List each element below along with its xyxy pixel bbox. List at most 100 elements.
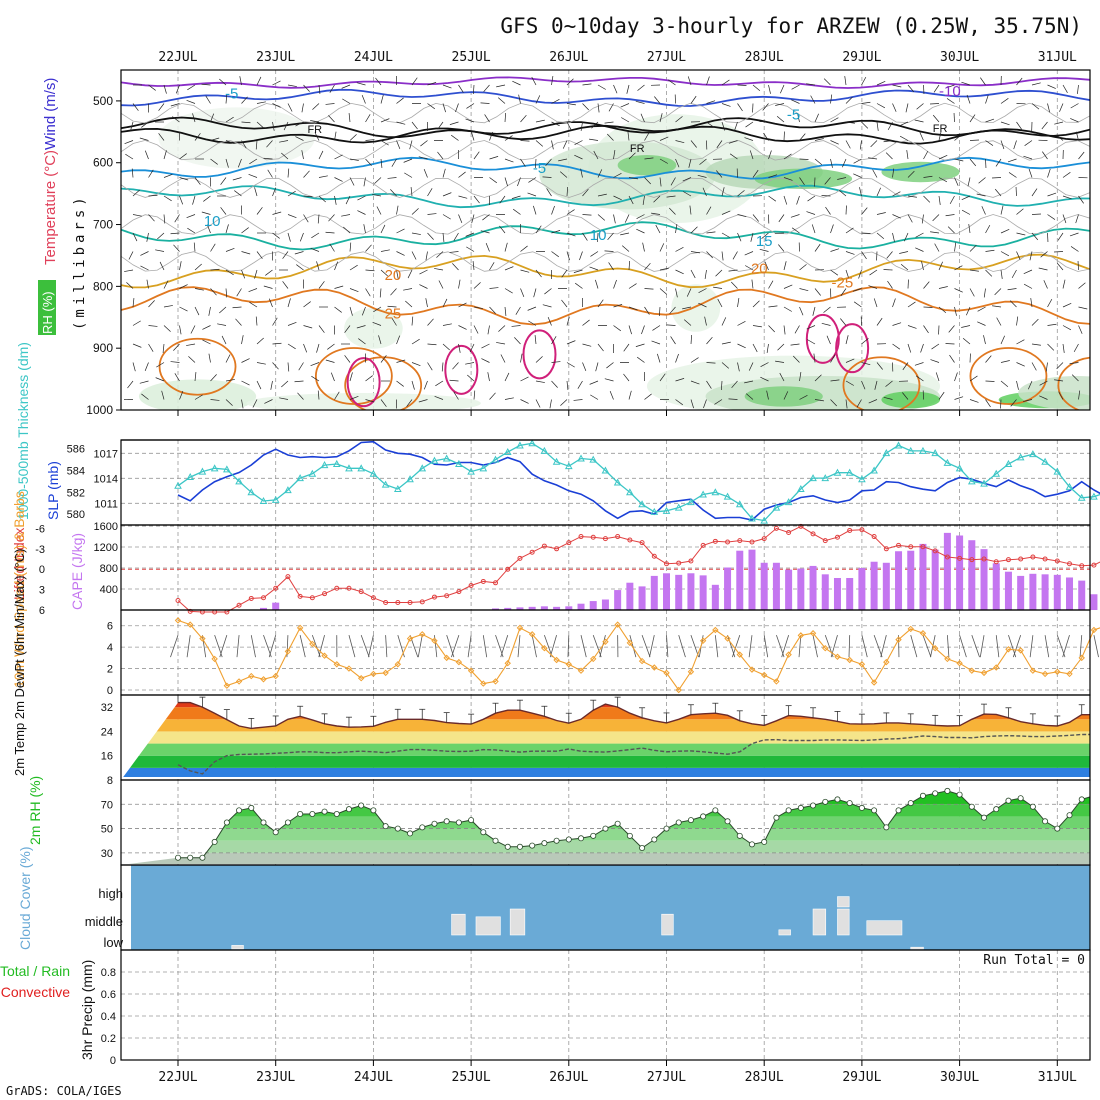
wind-barb [481, 358, 490, 363]
wind-barb [303, 343, 308, 353]
wind-barb [163, 173, 173, 178]
wind-barb [613, 195, 622, 201]
wind-barb [225, 399, 233, 406]
wind-barb [675, 353, 679, 363]
wind-barb [146, 232, 149, 242]
wind-speed-point [309, 640, 316, 648]
wind-barb [210, 399, 220, 401]
isotherm-line [121, 253, 1090, 289]
wind-barb [458, 214, 463, 223]
cape-bar [638, 586, 646, 610]
rh-point [541, 840, 548, 847]
rh-label: RH (%) [40, 291, 55, 334]
wind-barb [301, 150, 304, 160]
wind-barb [1016, 380, 1019, 390]
x-tick-top: 23JUL [256, 50, 295, 65]
cape-bar [895, 551, 903, 610]
wind-barb [192, 113, 196, 123]
wind-barb [899, 251, 909, 254]
wind-speed-point [712, 626, 719, 634]
wind-barb [314, 132, 320, 141]
wind-barb [390, 189, 397, 197]
wind-barb [791, 99, 800, 104]
wind-barb [187, 227, 196, 234]
wind-barb [520, 399, 529, 404]
x-tick-top: 31JUL [1038, 50, 1077, 65]
wind-barb [597, 232, 599, 243]
precip-legend-convective: Convective [1, 984, 70, 1000]
wind-barb [349, 242, 352, 252]
wind-barb [272, 211, 282, 215]
wind-barb [892, 343, 901, 350]
wind-barb [566, 232, 576, 237]
wind-barb-10m [451, 635, 460, 658]
rh-point [590, 832, 597, 839]
wind-barb [1077, 84, 1079, 94]
wind-barb [715, 269, 723, 277]
y-tick-cape: 400 [100, 584, 118, 596]
wind-barb [994, 188, 1002, 197]
contour-label: FR [307, 124, 322, 136]
wind-barb [799, 264, 807, 271]
li-point [456, 589, 462, 595]
rh-point [858, 804, 865, 811]
wind-barb [659, 177, 662, 187]
wind-speed-point [944, 655, 951, 663]
wind-barb [597, 299, 604, 308]
wind-barb [675, 116, 683, 123]
wind-barb [295, 121, 304, 127]
wind-barb [683, 319, 692, 326]
rh-panel [121, 787, 1090, 864]
wind-speed-point [553, 656, 560, 664]
cloud-bar [837, 908, 850, 936]
wind-barb [1031, 188, 1038, 197]
wind-barb [187, 84, 196, 91]
wind-barb [241, 358, 250, 363]
wind-barb [458, 279, 461, 289]
wind-barb [887, 121, 893, 131]
x-tick-bottom: 30JUL [940, 1070, 979, 1085]
wind-barb [1054, 379, 1064, 382]
wind-barb [933, 84, 940, 93]
contour-label: 10 [590, 227, 607, 244]
wind-barb [163, 84, 167, 94]
temp-band [121, 767, 1090, 777]
wind-barb [131, 168, 134, 178]
thickness-point [748, 514, 756, 522]
x-tick-bottom: 28JUL [745, 1070, 784, 1085]
rh-point [578, 835, 585, 842]
wind-barb [644, 262, 651, 271]
wind-barb [791, 227, 800, 234]
wind-barb [830, 94, 833, 104]
li-point [1091, 562, 1097, 568]
wind-barb [471, 214, 475, 224]
y-tick-slp: 1011 [94, 498, 118, 510]
wind-barb [1040, 251, 1048, 258]
wind-barb [483, 84, 490, 93]
rh-point [944, 787, 951, 794]
cape-bar [1041, 574, 1049, 610]
wind-barb [1078, 306, 1088, 310]
cape-bar [601, 599, 609, 610]
li-point [749, 539, 755, 545]
wind-barb [481, 343, 490, 349]
wind-barb [272, 232, 280, 239]
cape-bar [846, 577, 854, 610]
wind-barb [675, 224, 678, 234]
wind-barb [170, 103, 180, 107]
wind-barb [790, 343, 800, 346]
wind-barb [811, 224, 816, 234]
contour-label: 20 [751, 260, 768, 277]
rh-point [455, 819, 462, 826]
wind-barb [995, 158, 1002, 167]
wind-barb [186, 99, 196, 104]
wind-barb [749, 150, 754, 160]
wind-barb [806, 211, 816, 215]
wind-barb [256, 380, 262, 390]
wind-barb [582, 214, 592, 216]
wind-barb [310, 362, 320, 367]
wind-barb [748, 362, 754, 371]
y-tick-cape: 1600 [94, 521, 118, 533]
wind-barb [174, 373, 180, 382]
wind-barb [582, 188, 589, 197]
